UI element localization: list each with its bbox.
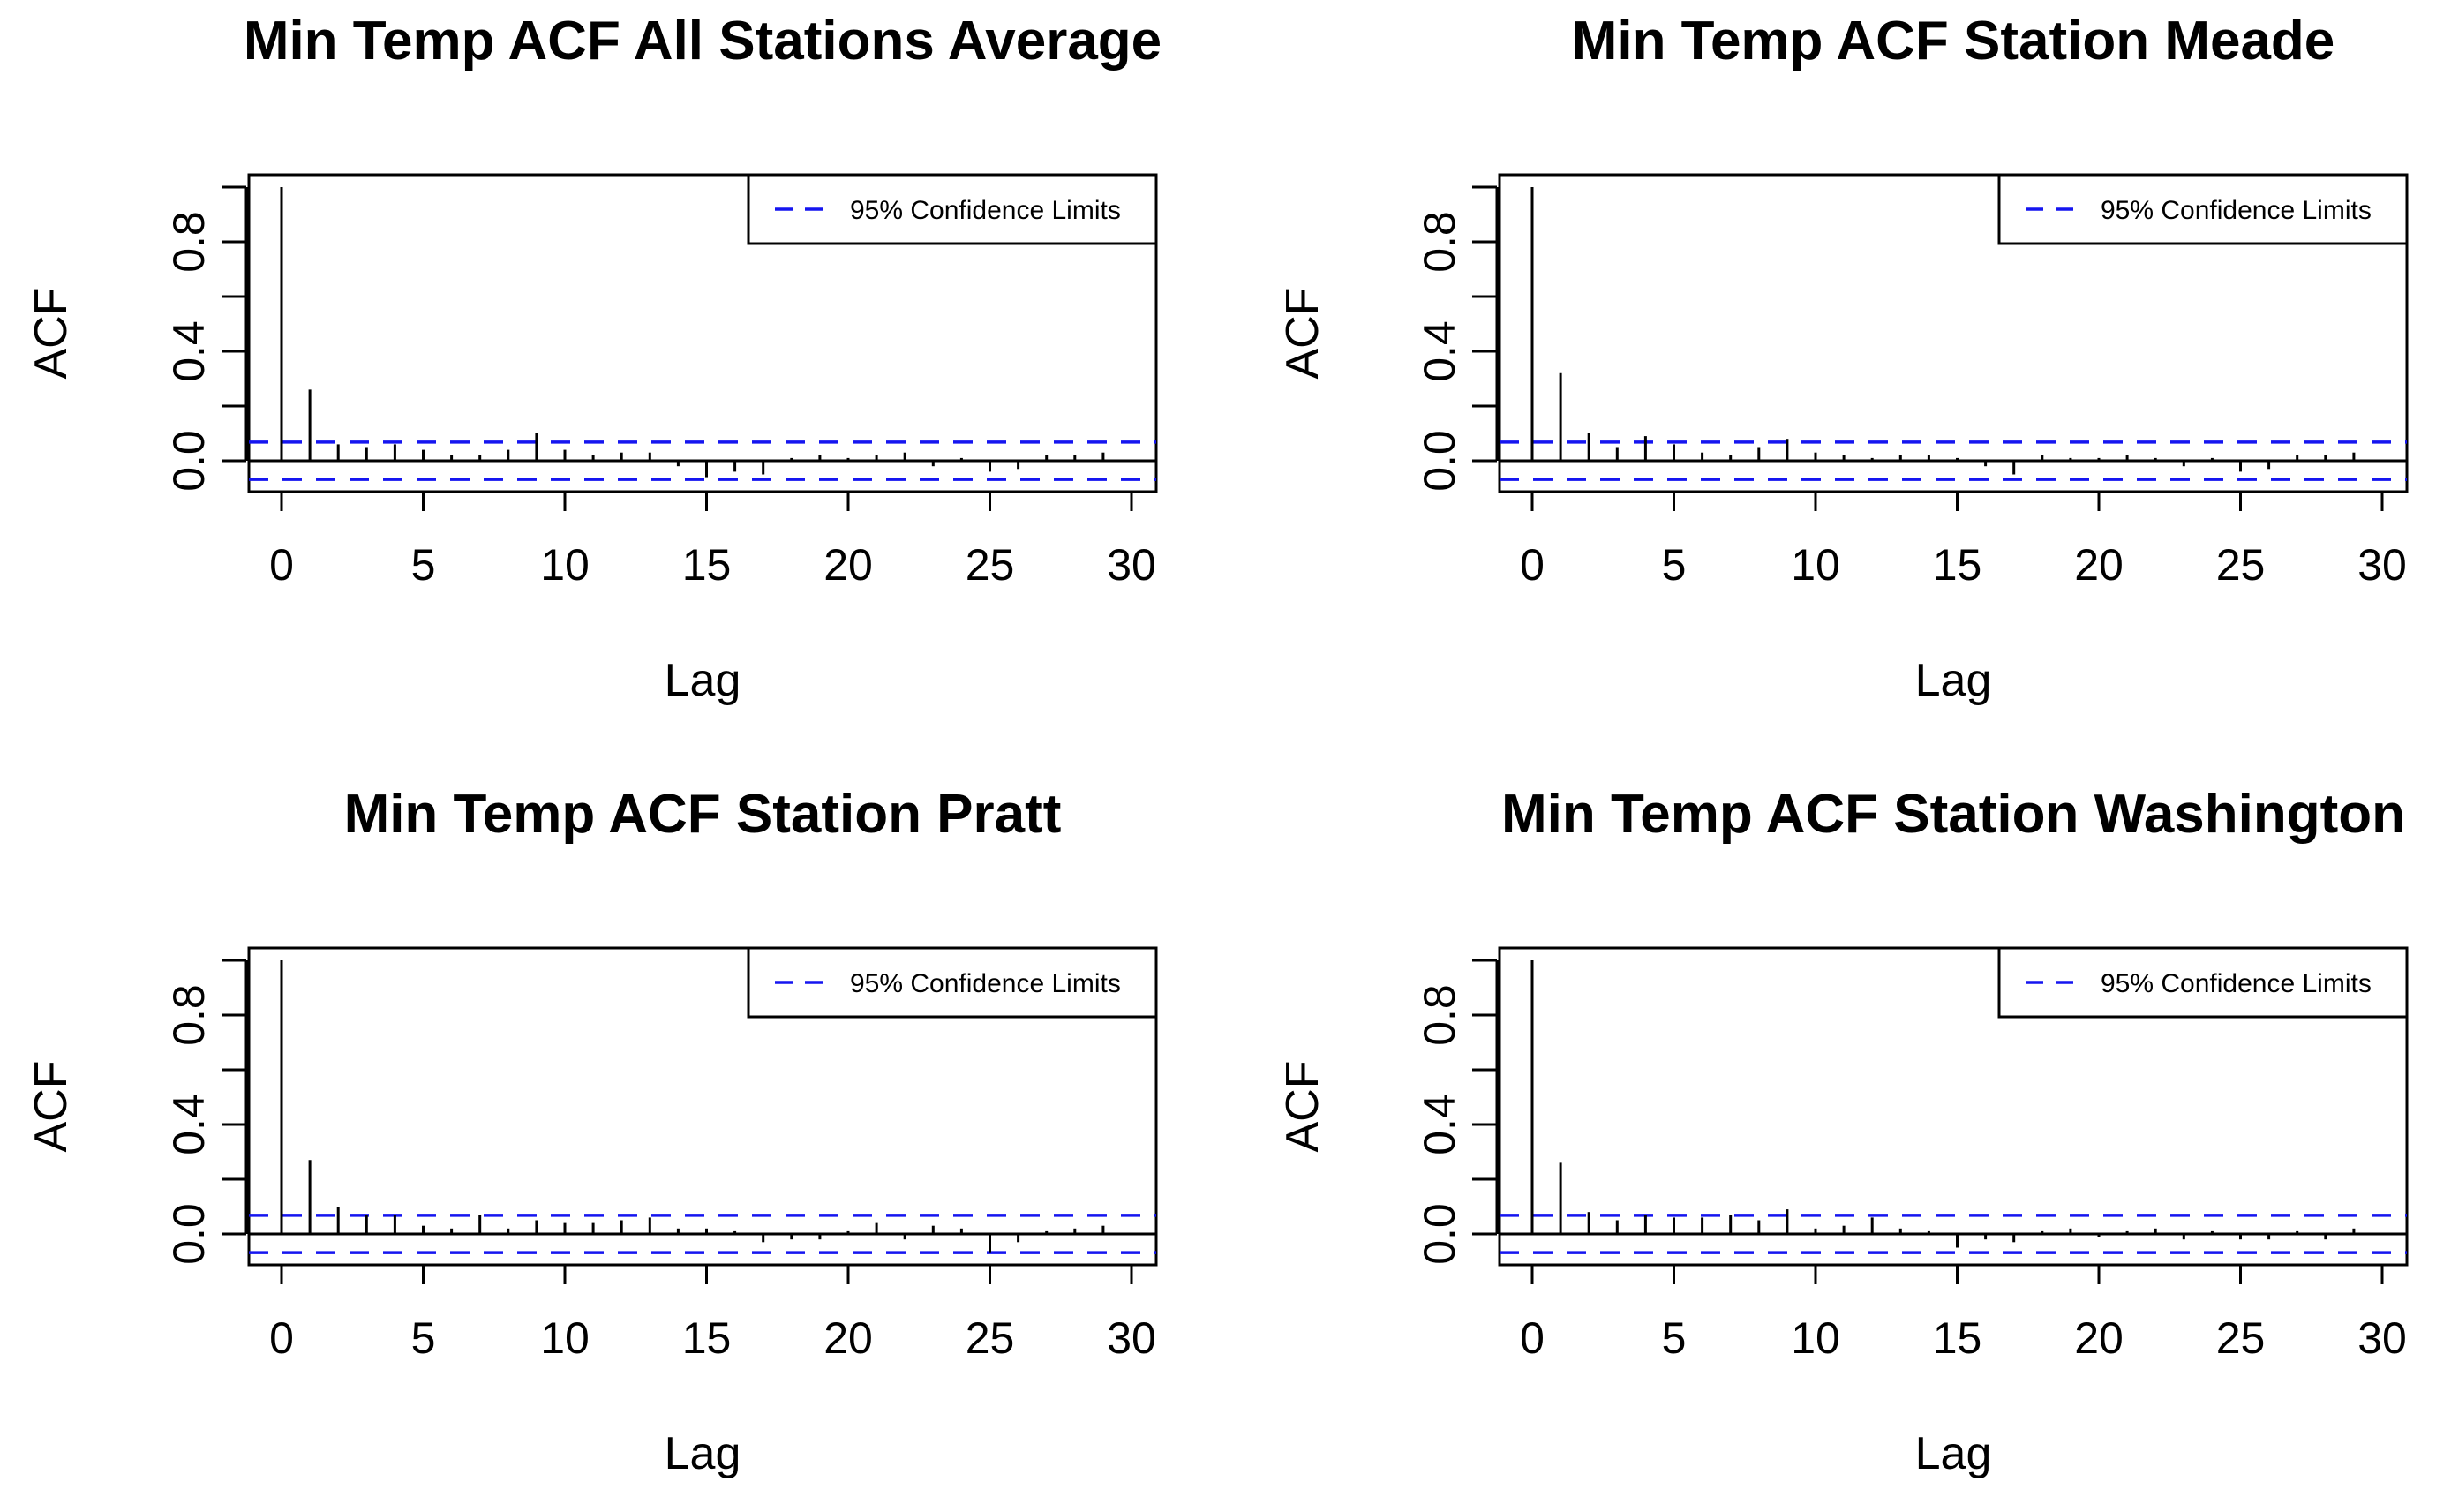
y-tick-label: 0.0 xyxy=(1415,1203,1464,1265)
chart-title: Min Temp ACF All Stations Average xyxy=(244,11,1162,71)
chart-title: Min Temp ACF Station Meade xyxy=(1572,11,2335,71)
acf-panel-4: Min Temp ACF Station Washington 0 5 10 15 20 2… xyxy=(1277,784,2409,1479)
y-axis-label: ACF xyxy=(26,1061,77,1153)
y-axis-label: ACF xyxy=(1277,1061,1328,1153)
x-tick-label: 0 xyxy=(269,1313,294,1363)
x-tick-label: 30 xyxy=(1107,1313,1156,1363)
acf-panel-3: Min Temp ACF Station Pratt 0 5 10 15 20 25 30 0.… xyxy=(26,784,1158,1479)
x-tick-label: 10 xyxy=(540,1313,590,1363)
x-tick-label: 0 xyxy=(1520,1313,1545,1363)
x-tick-label: 10 xyxy=(1791,540,1840,590)
x-tick-label: 15 xyxy=(1933,540,1982,590)
y-tick-label: 0.4 xyxy=(1415,1094,1464,1155)
y-axis-label: ACF xyxy=(26,288,77,380)
x-tick-label: 20 xyxy=(2074,1313,2124,1363)
chart-title: Min Temp ACF Station Washington xyxy=(1501,784,2405,845)
x-tick-label: 25 xyxy=(966,1313,1015,1363)
legend-label: 95% Confidence Limits xyxy=(850,196,1121,225)
x-tick-label: 15 xyxy=(682,1313,732,1363)
x-axis-label: Lag xyxy=(665,655,741,706)
y-tick-label: 0.4 xyxy=(164,1094,214,1155)
x-tick-label: 25 xyxy=(966,540,1015,590)
legend-label: 95% Confidence Limits xyxy=(2101,196,2372,225)
x-tick-label: 20 xyxy=(823,540,873,590)
legend-label: 95% Confidence Limits xyxy=(2101,969,2372,998)
y-tick-label: 0.0 xyxy=(164,430,214,492)
legend: 95% Confidence Limits xyxy=(747,946,1158,1019)
y-axis-label: ACF xyxy=(1277,288,1328,380)
x-axis-label: Lag xyxy=(1915,1428,1992,1479)
x-tick-label: 0 xyxy=(1520,540,1545,590)
x-tick-label: 30 xyxy=(2357,540,2407,590)
x-tick-label: 30 xyxy=(2357,1313,2407,1363)
legend: 95% Confidence Limits xyxy=(1997,946,2409,1019)
acf-panel-2: Min Temp ACF Station Meade 0 5 10 15 20 25 30 0.… xyxy=(1277,11,2409,706)
x-tick-label: 20 xyxy=(823,1313,873,1363)
x-tick-label: 0 xyxy=(269,540,294,590)
acf-panel-1: Min Temp ACF All Stations Average 0 5 10 15 2… xyxy=(26,11,1162,706)
x-tick-label: 5 xyxy=(411,540,436,590)
y-tick-label: 0.0 xyxy=(164,1203,214,1265)
chart-title: Min Temp ACF Station Pratt xyxy=(344,784,1062,845)
x-tick-label: 15 xyxy=(682,540,732,590)
y-tick-label: 0.8 xyxy=(1415,984,1464,1046)
y-tick-label: 0.4 xyxy=(1415,320,1464,382)
x-tick-label: 20 xyxy=(2074,540,2124,590)
y-tick-label: 0.4 xyxy=(164,320,214,382)
y-tick-label: 0.8 xyxy=(164,984,214,1046)
x-tick-label: 30 xyxy=(1107,540,1156,590)
legend-label: 95% Confidence Limits xyxy=(850,969,1121,998)
x-axis-label: Lag xyxy=(1915,655,1992,706)
y-tick-label: 0.8 xyxy=(164,211,214,273)
y-tick-label: 0.0 xyxy=(1415,430,1464,492)
x-tick-label: 15 xyxy=(1933,1313,1982,1363)
legend: 95% Confidence Limits xyxy=(747,173,1158,245)
x-tick-label: 25 xyxy=(2216,540,2266,590)
x-tick-label: 5 xyxy=(1662,1313,1687,1363)
legend: 95% Confidence Limits xyxy=(1997,173,2409,245)
y-tick-label: 0.8 xyxy=(1415,211,1464,273)
x-tick-label: 25 xyxy=(2216,1313,2266,1363)
x-axis-label: Lag xyxy=(665,1428,741,1479)
x-tick-label: 10 xyxy=(1791,1313,1840,1363)
x-tick-label: 5 xyxy=(1662,540,1687,590)
x-tick-label: 5 xyxy=(411,1313,436,1363)
x-tick-label: 10 xyxy=(540,540,590,590)
